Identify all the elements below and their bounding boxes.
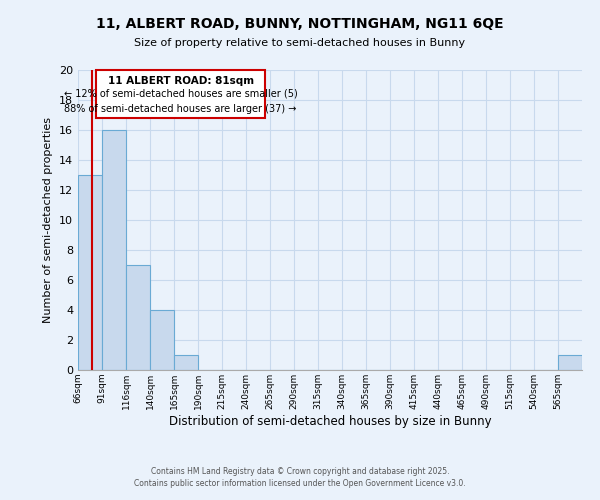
FancyBboxPatch shape: [96, 70, 265, 118]
Text: 88% of semi-detached houses are larger (37) →: 88% of semi-detached houses are larger (…: [64, 104, 297, 114]
Text: ← 12% of semi-detached houses are smaller (5): ← 12% of semi-detached houses are smalle…: [64, 89, 298, 99]
Text: Contains public sector information licensed under the Open Government Licence v3: Contains public sector information licen…: [134, 478, 466, 488]
Text: 11, ALBERT ROAD, BUNNY, NOTTINGHAM, NG11 6QE: 11, ALBERT ROAD, BUNNY, NOTTINGHAM, NG11…: [96, 18, 504, 32]
X-axis label: Distribution of semi-detached houses by size in Bunny: Distribution of semi-detached houses by …: [169, 414, 491, 428]
Bar: [150, 310, 174, 370]
Bar: [78, 175, 102, 370]
Bar: [102, 130, 126, 370]
Text: Contains HM Land Registry data © Crown copyright and database right 2025.: Contains HM Land Registry data © Crown c…: [151, 467, 449, 476]
Bar: [126, 265, 150, 370]
Bar: [174, 355, 198, 370]
Bar: [558, 355, 582, 370]
Text: Size of property relative to semi-detached houses in Bunny: Size of property relative to semi-detach…: [134, 38, 466, 48]
Text: 11 ALBERT ROAD: 81sqm: 11 ALBERT ROAD: 81sqm: [107, 76, 254, 86]
Y-axis label: Number of semi-detached properties: Number of semi-detached properties: [43, 117, 53, 323]
